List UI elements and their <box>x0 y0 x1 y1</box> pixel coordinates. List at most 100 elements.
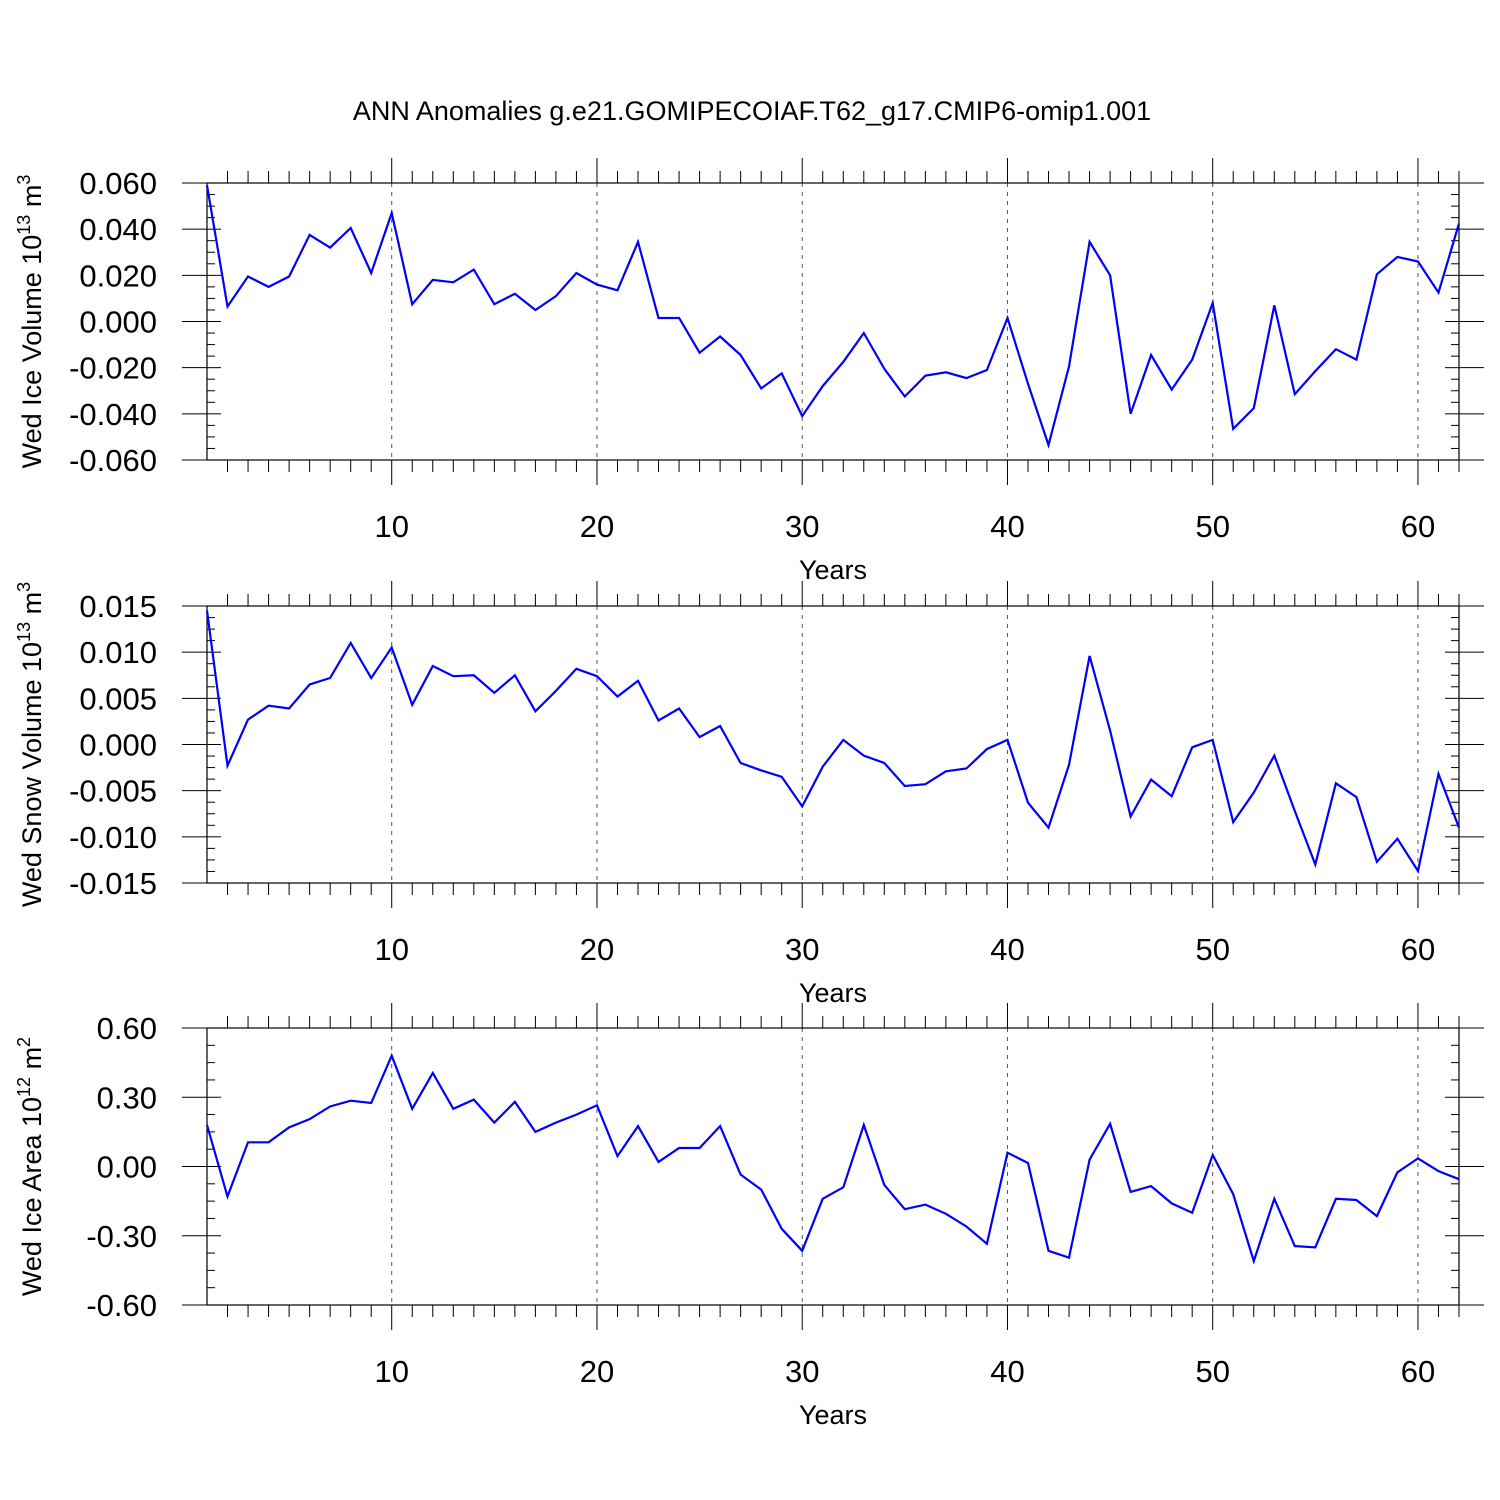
data-point <box>308 234 310 236</box>
data-point <box>596 675 598 677</box>
data-point <box>596 283 598 285</box>
panel-ice-area: -0.60 -0.30 0.00 0.30 0.60 10 20 30 40 50 60 Years W… <box>14 1003 1484 1430</box>
data-point <box>739 354 741 356</box>
data-point <box>596 1104 598 1106</box>
data-point <box>965 767 967 769</box>
x-axis-title: Years <box>799 555 867 585</box>
data-point <box>452 675 454 677</box>
data-point <box>1129 815 1131 817</box>
data-point <box>863 1124 865 1126</box>
data-point <box>1417 870 1419 872</box>
data-point <box>616 695 618 697</box>
data-point <box>801 1250 803 1252</box>
panel-ice-volume: -0.060 -0.040 -0.020 0.000 0.020 0.040 0.060 10… <box>14 158 1484 585</box>
data-point <box>534 1131 536 1133</box>
data-point <box>1129 1191 1131 1193</box>
data-point <box>678 707 680 709</box>
plot-frame <box>206 605 1460 884</box>
x-tick-label: 10 <box>374 1354 408 1389</box>
data-point <box>904 1208 906 1210</box>
data-point <box>432 665 434 667</box>
data-point <box>1088 241 1090 243</box>
y-axis-title: Wed Snow Volume 1013 m3 <box>14 582 47 907</box>
data-point <box>1396 1171 1398 1173</box>
y-tick-label: 0.00 <box>97 1150 157 1185</box>
data-point <box>391 1055 393 1057</box>
data-point <box>1212 739 1214 741</box>
data-point <box>1006 317 1008 319</box>
data-point <box>1232 1193 1234 1195</box>
data-point <box>1458 1178 1460 1180</box>
data-point <box>1088 1158 1090 1160</box>
data-point <box>1109 274 1111 276</box>
data-point <box>1212 302 1214 304</box>
data-point <box>986 748 988 750</box>
data-point <box>411 1108 413 1110</box>
x-tick-label: 40 <box>990 1354 1024 1389</box>
data-point <box>780 372 782 374</box>
data-point <box>1253 1260 1255 1262</box>
data-point <box>1273 1198 1275 1200</box>
data-point <box>945 371 947 373</box>
data-point <box>945 1213 947 1215</box>
data-point <box>1376 273 1378 275</box>
data-point <box>391 212 393 214</box>
y-axis-title-part: m <box>17 592 47 622</box>
data-point <box>1150 354 1152 356</box>
data-point <box>206 184 208 186</box>
y-axis-title-superscript: 2 <box>14 1037 34 1047</box>
data-point <box>1150 1185 1152 1187</box>
y-tick-label: 0.060 <box>79 166 157 201</box>
data-point <box>1109 729 1111 731</box>
data-point <box>863 332 865 334</box>
data-point <box>1191 1211 1193 1213</box>
data-point <box>1417 1157 1419 1159</box>
data-point <box>1027 801 1029 803</box>
x-tick-label: 30 <box>785 1354 819 1389</box>
data-point <box>267 705 269 707</box>
y-tick-label: -0.015 <box>69 866 157 901</box>
y-tick-label: -0.010 <box>69 820 157 855</box>
series-line-snow-volume <box>205 610 1461 874</box>
y-tick-label: -0.60 <box>86 1288 157 1323</box>
data-point <box>1335 1198 1337 1200</box>
x-tick-label: 60 <box>1401 932 1435 967</box>
data-point <box>514 674 516 676</box>
data-point <box>267 1141 269 1143</box>
x-tick-label: 20 <box>580 1354 614 1389</box>
data-point <box>904 395 906 397</box>
data-point <box>1006 739 1008 741</box>
data-point <box>370 1102 372 1104</box>
y-axis-title-part: Wed Ice Volume 10 <box>17 235 47 469</box>
data-point <box>1253 791 1255 793</box>
data-point <box>1129 413 1131 415</box>
data-point <box>247 1141 249 1143</box>
data-point <box>965 377 967 379</box>
y-tick-label: -0.30 <box>86 1219 157 1254</box>
plot-frame <box>206 1027 1460 1306</box>
y-axis-title-superscript: 13 <box>14 215 34 235</box>
data-point <box>288 275 290 277</box>
y-axis-title-part: Wed Snow Volume 10 <box>17 642 47 907</box>
data-point <box>575 272 577 274</box>
data-point <box>678 317 680 319</box>
data-point <box>1047 826 1049 828</box>
data-point <box>616 1155 618 1157</box>
data-point <box>493 1121 495 1123</box>
data-point <box>411 704 413 706</box>
x-tick-label: 50 <box>1195 509 1229 544</box>
x-tick-label: 40 <box>990 932 1024 967</box>
data-point <box>822 765 824 767</box>
figure-title: ANN Anomalies g.e21.GOMIPECOIAF.T62_g17.… <box>353 96 1151 126</box>
data-point <box>842 739 844 741</box>
data-point <box>1170 1202 1172 1204</box>
data-point <box>473 674 475 676</box>
x-tick-label: 60 <box>1401 509 1435 544</box>
y-axis-title-superscript: 3 <box>14 175 34 185</box>
data-point <box>760 387 762 389</box>
data-point <box>206 609 208 611</box>
data-point <box>432 279 434 281</box>
data-point <box>349 642 351 644</box>
data-point <box>1355 1199 1357 1201</box>
data-point <box>452 1108 454 1110</box>
